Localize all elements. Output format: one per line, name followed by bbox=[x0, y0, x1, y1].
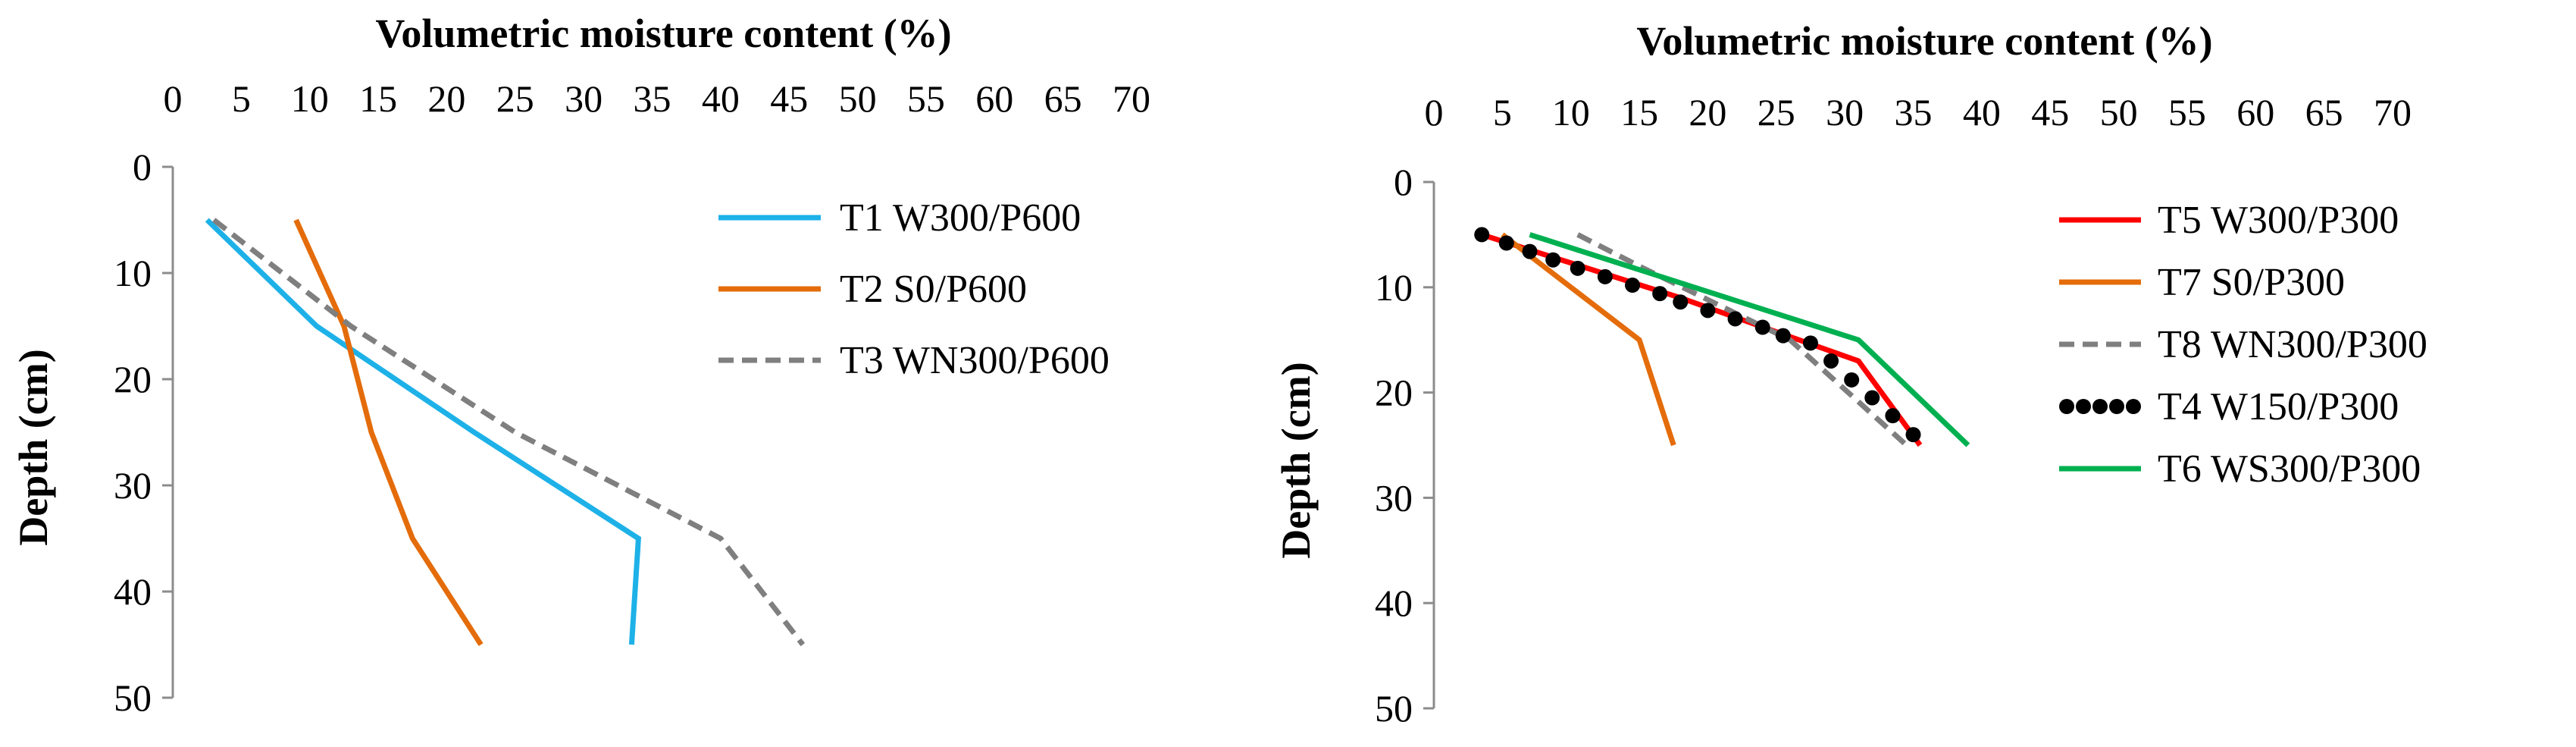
series-line bbox=[1501, 232, 1676, 447]
x-tick-label: 30 bbox=[565, 77, 603, 120]
x-tick-label: 70 bbox=[1113, 77, 1150, 120]
x-tick-label: 5 bbox=[232, 77, 251, 120]
x-axis-title: Volumetric moisture content (%) bbox=[375, 11, 951, 56]
series-point bbox=[1597, 268, 1613, 284]
x-tick-label: 25 bbox=[1758, 91, 1795, 133]
y-tick-label: 10 bbox=[114, 252, 152, 294]
series-line bbox=[1529, 232, 1970, 447]
x-tick-label: 40 bbox=[702, 77, 740, 120]
y-tick-label: 50 bbox=[1375, 687, 1413, 730]
x-tick-label: 45 bbox=[2031, 91, 2069, 133]
x-tick-label: 55 bbox=[907, 77, 945, 120]
x-tick-label: 35 bbox=[1895, 91, 1933, 133]
y-axis-title: Depth (cm) bbox=[11, 349, 56, 545]
series-point bbox=[1700, 303, 1716, 319]
y-tick-label: 20 bbox=[1375, 372, 1413, 414]
series-point bbox=[1545, 252, 1561, 268]
x-tick-label: 40 bbox=[1963, 91, 2001, 133]
x-tick-label: 45 bbox=[770, 77, 808, 120]
x-tick-label: 60 bbox=[2236, 91, 2274, 133]
series-point bbox=[1775, 328, 1791, 344]
series-point bbox=[1498, 235, 1514, 251]
series-point bbox=[1754, 319, 1770, 335]
y-tick-label: 50 bbox=[114, 676, 152, 719]
series-point bbox=[1885, 408, 1901, 424]
x-tick-label: 20 bbox=[427, 77, 465, 120]
legend-label: T5 W300/P300 bbox=[2158, 199, 2399, 242]
series-point bbox=[1673, 294, 1689, 310]
x-tick-label: 55 bbox=[2168, 91, 2206, 133]
x-tick-label: 10 bbox=[1552, 91, 1590, 133]
series-line bbox=[293, 218, 484, 646]
x-tick-label: 5 bbox=[1493, 91, 1512, 133]
legend-label: T8 WN300/P300 bbox=[2158, 323, 2427, 366]
y-tick-label: 30 bbox=[114, 464, 152, 507]
legend-label: T4 W150/P300 bbox=[2158, 385, 2399, 428]
series-point bbox=[1727, 311, 1743, 327]
x-tick-label: 70 bbox=[2374, 91, 2412, 133]
x-tick-label: 50 bbox=[2100, 91, 2138, 133]
series-point bbox=[1522, 243, 1538, 259]
x-tick-label: 65 bbox=[1044, 77, 1082, 120]
y-tick-label: 40 bbox=[1375, 582, 1413, 624]
legend-label: T3 WN300/P600 bbox=[840, 339, 1110, 382]
x-tick-label: 30 bbox=[1826, 91, 1864, 133]
y-axis-title: Depth (cm) bbox=[1273, 362, 1319, 558]
chart-right: Volumetric moisture content (%) 0 5 10 15 20 2… bbox=[1273, 18, 2427, 730]
x-tick-label: 20 bbox=[1689, 91, 1726, 133]
x-tick-label: 25 bbox=[496, 77, 534, 120]
chart-left: Volumetric moisture content (%) 0 5 10 15 20 2… bbox=[11, 11, 1150, 719]
series-point bbox=[1474, 227, 1490, 243]
x-tick-label: 0 bbox=[1425, 91, 1444, 133]
series-line bbox=[1576, 232, 1908, 447]
x-tick-label: 15 bbox=[1620, 91, 1658, 133]
y-tick-label: 0 bbox=[1394, 161, 1413, 203]
x-tick-label: 0 bbox=[164, 77, 183, 120]
legend-label: T6 WS300/P300 bbox=[2158, 447, 2421, 491]
series-point bbox=[1844, 372, 1860, 388]
y-tick-label: 30 bbox=[1375, 476, 1413, 519]
legend-marker bbox=[2126, 399, 2141, 414]
y-tick-label: 20 bbox=[114, 358, 152, 400]
x-axis-title: Volumetric moisture content (%) bbox=[1636, 18, 2212, 64]
series-point bbox=[1652, 286, 1668, 302]
legend-marker bbox=[2109, 399, 2124, 414]
x-tick-label: 15 bbox=[359, 77, 397, 120]
y-tick-label: 40 bbox=[114, 570, 152, 613]
legend-marker bbox=[2092, 399, 2108, 414]
series-line bbox=[205, 218, 642, 645]
legend-marker bbox=[2059, 399, 2074, 414]
series-point bbox=[1823, 353, 1839, 369]
legend-marker bbox=[2076, 399, 2091, 414]
series-point bbox=[1570, 260, 1585, 276]
series-point bbox=[1625, 278, 1641, 293]
x-tick-label: 50 bbox=[839, 77, 877, 120]
legend-label: T2 S0/P600 bbox=[840, 268, 1027, 311]
series-line bbox=[212, 218, 806, 647]
series-point bbox=[1864, 390, 1880, 406]
x-tick-label: 65 bbox=[2305, 91, 2343, 133]
x-tick-label: 60 bbox=[975, 77, 1013, 120]
legend-label: T7 S0/P300 bbox=[2158, 261, 2345, 304]
y-tick-label: 0 bbox=[133, 146, 152, 188]
x-tick-label: 10 bbox=[291, 77, 329, 120]
series-point bbox=[1802, 335, 1818, 351]
legend-label: T1 W300/P600 bbox=[840, 196, 1081, 240]
x-tick-label: 35 bbox=[634, 77, 671, 120]
y-tick-label: 10 bbox=[1375, 266, 1413, 309]
series-point bbox=[1905, 427, 1921, 443]
